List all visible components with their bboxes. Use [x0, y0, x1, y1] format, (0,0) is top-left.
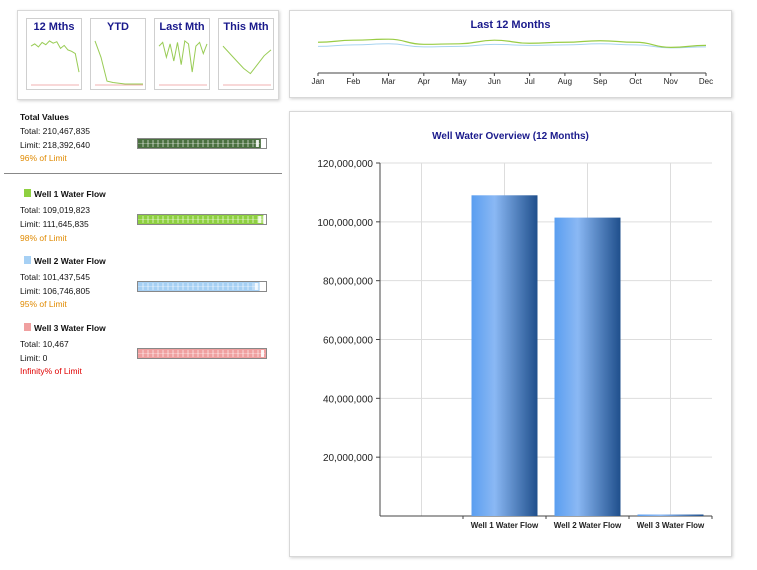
sparkline-panel: 12 Mths YTD Last Mth This Mth — [17, 10, 279, 100]
divider — [4, 173, 282, 174]
well-3-pct: Infinity% of Limit — [20, 366, 82, 376]
y-tick-label: 80,000,000 — [323, 277, 373, 288]
x-category-label: Well 1 Water Flow — [471, 521, 539, 530]
spark-series-line — [30, 40, 80, 73]
spark-this-mth[interactable]: This Mth — [218, 18, 274, 90]
well-2-bullet-bar — [137, 281, 267, 292]
well-2-legend-swatch — [24, 256, 31, 264]
l12-month-label: Oct — [629, 77, 642, 86]
bar-3 — [637, 514, 704, 516]
y-tick-label: 100,000,000 — [317, 218, 373, 229]
l12-month-label: Mar — [382, 77, 396, 86]
spark-series-line — [158, 39, 208, 73]
well-3-bar-marker — [261, 350, 264, 357]
well-1-bar-marker — [258, 216, 262, 223]
spark-this-mth-label: This Mth — [223, 21, 269, 33]
well-1-bullet-bar — [137, 214, 267, 225]
spark-last-mth-line — [158, 39, 208, 86]
last-12-months-title: Last 12 Months — [470, 19, 551, 31]
l12-month-label: Dec — [699, 77, 713, 86]
spark-this-mth-line — [222, 45, 272, 86]
l12-series-b — [317, 43, 707, 49]
total-values-total: Total: 210,467,835 — [20, 126, 90, 136]
well-2-bar-svg — [137, 281, 267, 292]
total-values-pct: 96% of Limit — [20, 153, 67, 163]
l12-month-label: Jul — [525, 77, 535, 86]
total-values-limit: Limit: 218,392,640 — [20, 140, 90, 150]
last-12-months-panel: Last 12 Months Jan Feb Mar Apr May Jun Jul Aug S… — [289, 10, 732, 98]
well-3-bullet-bar — [137, 348, 267, 359]
l12-month-label: Jun — [488, 77, 501, 86]
spark-last-mth-label: Last Mth — [159, 21, 205, 33]
bar-2 — [554, 217, 621, 516]
y-tick-label: 60,000,000 — [323, 336, 373, 347]
l12-month-label: Sep — [593, 77, 608, 86]
x-category-label: Well 3 Water Flow — [637, 521, 705, 530]
l12-month-label: Feb — [346, 77, 360, 86]
x-category-label: Well 2 Water Flow — [554, 521, 622, 530]
l12-month-label: Nov — [664, 77, 678, 86]
well-1-header: Well 1 Water Flow — [34, 189, 106, 199]
well-1-limit: Limit: 111,645,835 — [20, 219, 89, 229]
well-3-total: Total: 10,467 — [20, 339, 69, 349]
spark-ytd-label: YTD — [107, 21, 129, 33]
spark-ytd[interactable]: YTD — [90, 18, 146, 90]
bar-1 — [471, 195, 538, 516]
spark-12mths[interactable]: 12 Mths — [26, 18, 82, 90]
spark-12mths-label: 12 Mths — [33, 21, 75, 33]
well-3-legend-swatch — [24, 323, 31, 331]
well-1-bar-svg — [137, 214, 267, 225]
well-1-legend-swatch — [24, 189, 31, 197]
l12-month-label: Apr — [418, 77, 431, 86]
total-bar-svg — [137, 138, 267, 149]
total-values-bullet-bar — [137, 138, 267, 149]
well-2-pct: 95% of Limit — [20, 299, 67, 309]
spark-series-line — [222, 45, 272, 75]
well-3-limit: Limit: 0 — [20, 353, 48, 363]
spark-12mths-line — [30, 40, 80, 86]
overview-bar-chart: 20,000,000 40,000,000 60,000,000 80,000,000… — [317, 159, 713, 530]
l12-month-label: May — [452, 77, 467, 86]
spark-series-line — [94, 40, 143, 85]
well-1-total: Total: 109,019,823 — [20, 205, 90, 215]
well-water-overview-panel: Well Water Overview (12 Months) 20,000,0… — [289, 111, 732, 557]
well-1-pct: 98% of Limit — [20, 233, 67, 243]
well-3-bar-svg — [137, 348, 267, 359]
last-12-months-chart: Jan Feb Mar Apr May Jun Jul Aug Sep Oct Nov Dec — [312, 38, 713, 86]
well-2-header: Well 2 Water Flow — [34, 256, 106, 266]
l12-series-a — [317, 38, 707, 49]
spark-last-mth[interactable]: Last Mth — [154, 18, 210, 90]
well-3-header: Well 3 Water Flow — [34, 323, 106, 333]
well-2-limit: Limit: 106,746,805 — [20, 286, 90, 296]
total-values-header: Total Values — [20, 112, 69, 122]
y-tick-label: 40,000,000 — [323, 394, 373, 405]
well-2-bar-marker — [254, 283, 258, 290]
y-tick-label: 20,000,000 — [323, 453, 373, 464]
total-bar-marker — [255, 140, 259, 147]
y-tick-label: 120,000,000 — [317, 159, 373, 170]
l12-month-label: Jan — [312, 77, 325, 86]
spark-ytd-line — [94, 40, 143, 86]
well-2-total: Total: 101,437,545 — [20, 272, 90, 282]
l12-month-label: Aug — [558, 77, 572, 86]
overview-chart-title: Well Water Overview (12 Months) — [432, 131, 589, 142]
